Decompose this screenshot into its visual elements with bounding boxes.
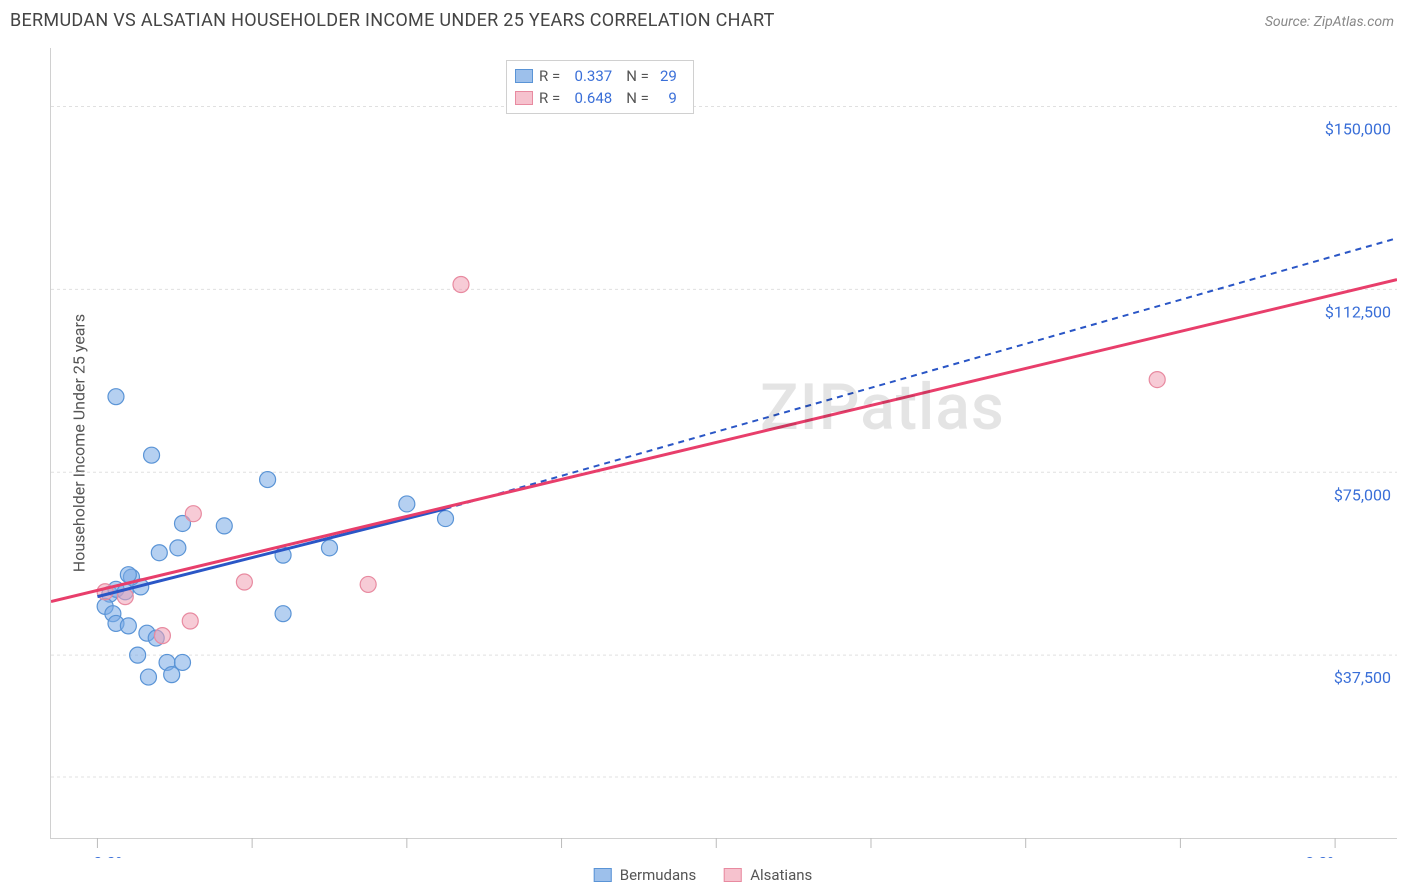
legend-item: Alsatians xyxy=(724,866,812,884)
svg-text:$37,500: $37,500 xyxy=(1334,668,1391,687)
svg-text:$150,000: $150,000 xyxy=(1325,120,1391,139)
data-point xyxy=(185,506,201,522)
svg-text:0.0%: 0.0% xyxy=(93,853,127,858)
svg-text:8.0%: 8.0% xyxy=(1305,853,1339,858)
r-value: 0.648 xyxy=(566,87,612,109)
data-point xyxy=(151,545,167,561)
data-point xyxy=(140,669,156,685)
source-name: ZipAtlas.com xyxy=(1314,14,1394,30)
stats-row: R = 0.337 N = 29 xyxy=(515,65,685,87)
chart-title: BERMUDAN VS ALSATIAN HOUSEHOLDER INCOME … xyxy=(10,10,775,31)
svg-text:$112,500: $112,500 xyxy=(1325,302,1391,321)
data-point xyxy=(453,277,469,293)
svg-text:$75,000: $75,000 xyxy=(1334,485,1391,504)
r-label: R = xyxy=(539,65,560,87)
legend-bottom: Bermudans Alsatians xyxy=(594,866,813,884)
legend-swatch xyxy=(724,868,742,882)
data-point xyxy=(170,540,186,556)
source-attribution: Source: ZipAtlas.com xyxy=(1265,14,1394,30)
data-point xyxy=(275,606,291,622)
n-label: N = xyxy=(626,87,649,109)
correlation-stats-box: R = 0.337 N = 29 R = 0.648 N = 9 xyxy=(506,60,694,114)
data-point xyxy=(108,389,124,405)
data-point xyxy=(399,496,415,512)
n-value: 9 xyxy=(655,87,677,109)
chart-svg: $37,500 $75,000 $112,500 $150,000 0.0% 8.0% xyxy=(51,48,1397,858)
legend-label: Alsatians xyxy=(750,866,812,884)
chart-plot-area: Householder Income Under 25 years $37,50… xyxy=(50,48,1397,839)
trend-line-bermudans xyxy=(97,509,445,597)
data-point xyxy=(438,511,454,527)
data-point xyxy=(260,472,276,488)
series-swatch xyxy=(515,69,533,83)
data-point xyxy=(164,667,180,683)
legend-label: Bermudans xyxy=(620,866,696,884)
legend-item: Bermudans xyxy=(594,866,696,884)
data-point xyxy=(130,647,146,663)
n-label: N = xyxy=(626,65,649,87)
data-point xyxy=(321,540,337,556)
data-point xyxy=(120,618,136,634)
trend-line-bermudans-ext xyxy=(446,238,1397,509)
legend-swatch xyxy=(594,868,612,882)
data-point xyxy=(236,574,252,590)
data-point xyxy=(182,613,198,629)
stats-row: R = 0.648 N = 9 xyxy=(515,87,685,109)
trend-line-alsatians xyxy=(51,280,1397,602)
source-prefix: Source: xyxy=(1265,14,1314,30)
data-point xyxy=(144,447,160,463)
data-point xyxy=(154,628,170,644)
data-point xyxy=(360,576,376,592)
r-value: 0.337 xyxy=(566,65,612,87)
data-point xyxy=(216,518,232,534)
series-swatch xyxy=(515,91,533,105)
r-label: R = xyxy=(539,87,560,109)
n-value: 29 xyxy=(655,65,677,87)
data-point xyxy=(1149,372,1165,388)
